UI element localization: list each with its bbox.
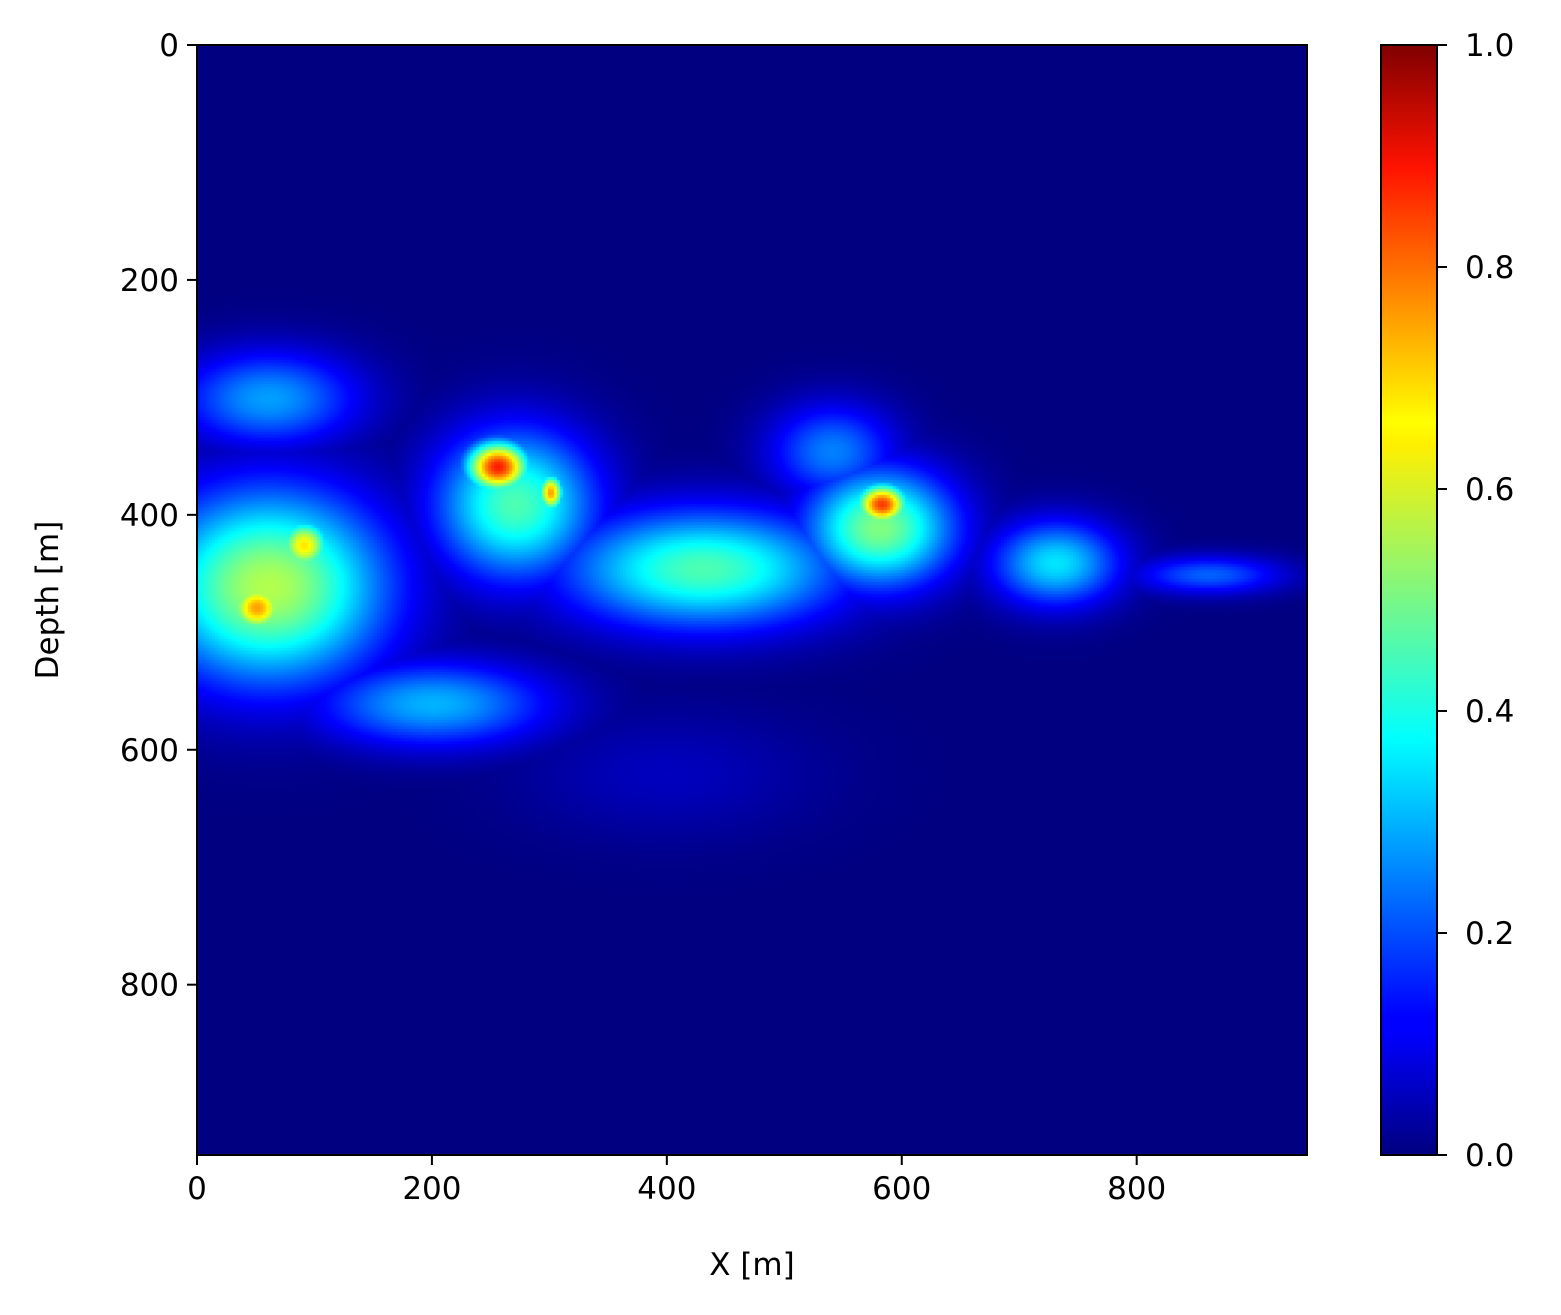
y-tick-label: 200 <box>120 263 179 299</box>
colorbar-gradient <box>1381 45 1437 1155</box>
y-tick-label: 800 <box>120 968 179 1004</box>
x-tick-label: 800 <box>1107 1171 1166 1207</box>
colorbar-tick-label: 0.8 <box>1465 250 1514 286</box>
x-axis-ticks: 0 200 400 600 800 <box>187 1155 1166 1207</box>
x-tick-label: 400 <box>637 1171 696 1207</box>
plot-frame <box>196 44 1308 1156</box>
y-tick-label: 400 <box>120 498 179 534</box>
colorbar-tick-label: 1.0 <box>1465 28 1514 64</box>
colorbar-tick-label: 0.0 <box>1465 1138 1514 1174</box>
colorbar-frame <box>1380 44 1438 1156</box>
y-tick-label: 0 <box>159 28 179 64</box>
heatmap-container <box>197 45 1307 1155</box>
y-axis-label: Depth [m] <box>30 521 66 680</box>
colorbar-ticks: 0.0 0.2 0.4 0.6 0.8 1.0 <box>1437 28 1514 1174</box>
heatmap-image <box>197 45 1307 1155</box>
x-axis-label: X [m] <box>709 1247 794 1283</box>
colorbar-tick-label: 0.6 <box>1465 472 1514 508</box>
colorbar-tick-label: 0.4 <box>1465 694 1514 730</box>
y-axis-ticks: 0 200 400 600 800 <box>120 28 197 1004</box>
x-tick-label: 200 <box>402 1171 461 1207</box>
colorbar-tick-label: 0.2 <box>1465 916 1514 952</box>
x-tick-label: 0 <box>187 1171 207 1207</box>
x-tick-label: 600 <box>872 1171 931 1207</box>
y-tick-label: 600 <box>120 733 179 769</box>
